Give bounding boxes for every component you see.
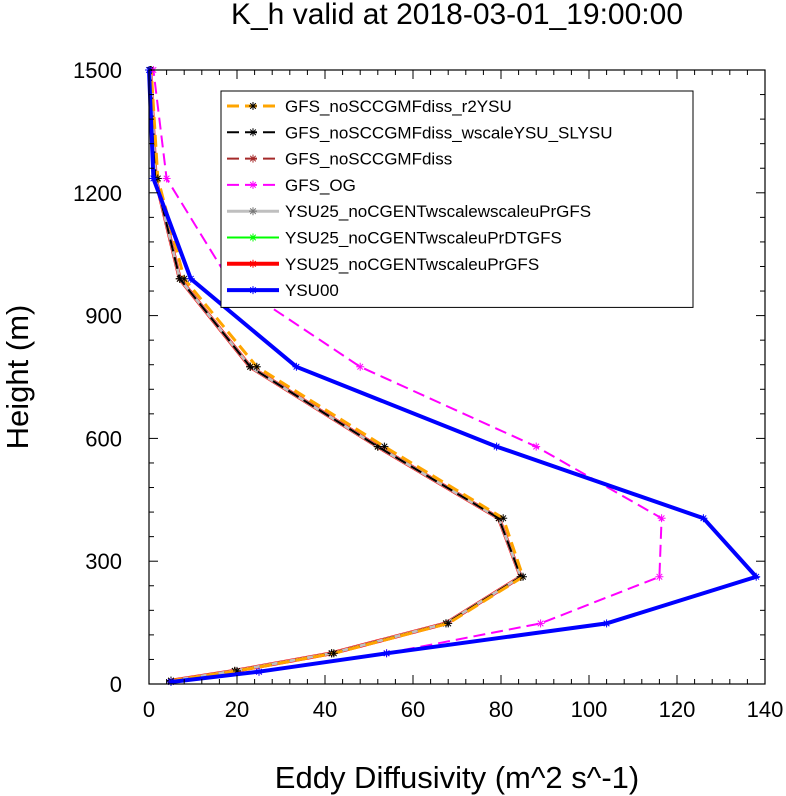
legend-label-ysu25-nocgentwscaleuprgfs: YSU25_noCGENTwscaleuPrGFS <box>285 255 539 274</box>
series-marker-ysu00 <box>699 514 708 523</box>
legend-marker-ysu25-nocgentwscaleuprgfs <box>249 259 257 268</box>
legend-marker-gfs-nosccgmfdiss-wscaleysu-slysu <box>249 128 257 137</box>
legend-label-ysu25-nocgentwscalewscaleuprgfs: YSU25_noCGENTwscalewscaleuPrGFS <box>285 202 591 221</box>
y-axis-label: Height (m) <box>0 305 35 450</box>
x-tick-label: 100 <box>571 697 608 722</box>
series-marker-gfs-nosccgmfdiss-r2ysu <box>329 649 338 658</box>
x-axis-label: Eddy Diffusivity (m^2 s^-1) <box>275 760 639 795</box>
series-marker-gfs-nosccgmfdiss-r2ysu <box>180 274 189 283</box>
y-tick-label: 1500 <box>73 58 122 83</box>
x-tick-label: 120 <box>659 697 696 722</box>
series-marker-ysu00 <box>602 619 611 628</box>
legend-marker-gfs-nosccgmfdiss <box>249 154 257 163</box>
series-marker-gfs-og <box>655 572 664 581</box>
series-marker-gfs-og <box>657 514 666 523</box>
series-marker-gfs-og <box>356 362 365 371</box>
y-tick-label: 300 <box>85 549 122 574</box>
legend-label-gfs-nosccgmfdiss-r2ysu: GFS_noSCCGMFdiss_r2YSU <box>285 97 512 116</box>
plot-frame <box>148 69 766 685</box>
x-tick-label: 140 <box>747 697 784 722</box>
y-tick-label: 1200 <box>73 181 122 206</box>
series-marker-gfs-nosccgmfdiss-r2ysu <box>380 442 389 451</box>
x-tick-label: 0 <box>143 697 155 722</box>
x-tick-label: 60 <box>401 697 425 722</box>
legend: GFS_noSCCGMFdiss_r2YSU GFS_noSCCGMFdiss_w… <box>220 90 694 308</box>
chart-title: K_h valid at 2018-03-01_19:00:00 <box>231 0 683 31</box>
y-tick-label: 0 <box>110 672 122 697</box>
ticks-layer: 0 20 40 60 80 100 120 140 0 300 600 900 1200 1500 <box>73 58 783 722</box>
legend-marker-ysu00 <box>249 286 257 295</box>
series-marker-gfs-og <box>532 442 541 451</box>
series-marker-gfs-og <box>162 174 171 183</box>
series-marker-ysu00 <box>167 677 175 686</box>
legend-box <box>220 90 694 308</box>
series-marker-ysu00 <box>382 649 391 658</box>
x-tick-label: 40 <box>313 697 337 722</box>
x-tick-label: 80 <box>489 697 513 722</box>
series-marker-gfs-nosccgmfdiss-r2ysu <box>519 572 527 581</box>
series-marker-gfs-nosccgmfdiss-r2ysu <box>499 514 508 523</box>
legend-marker-gfs-nosccgmfdiss-r2ysu <box>249 102 257 110</box>
series-marker-ysu00 <box>255 667 263 676</box>
legend-label-ysu25-nocgentwscaleuprdtgfs: YSU25_noCGENTwscaleuPrDTGFS <box>285 229 562 248</box>
series-marker-ysu00 <box>149 174 158 183</box>
legend-marker-ysu25-nocgentwscaleuprdtgfs <box>249 233 257 242</box>
x-tick-label: 20 <box>225 697 249 722</box>
series-layer <box>145 66 761 686</box>
legend-label-gfs-nosccgmfdiss-wscaleysu-slysu: GFS_noSCCGMFdiss_wscaleYSU_SLYSU <box>285 123 613 142</box>
series-marker-gfs-og <box>536 619 545 628</box>
series-marker-gfs-nosccgmfdiss-r2ysu <box>444 619 453 628</box>
series-marker-ysu00 <box>492 442 501 451</box>
series-marker-ysu00 <box>186 274 195 283</box>
legend-label-ysu00: YSU00 <box>285 281 339 300</box>
y-tick-label: 900 <box>85 304 122 329</box>
series-marker-ysu00 <box>292 362 301 371</box>
series-marker-ysu00 <box>752 572 761 581</box>
legend-label-gfs-nosccgmfdiss: GFS_noSCCGMFdiss <box>285 150 452 169</box>
y-tick-label: 600 <box>85 426 122 451</box>
series-marker-gfs-nosccgmfdiss-r2ysu <box>252 362 261 371</box>
legend-label-gfs-og: GFS_OG <box>285 176 356 195</box>
legend-marker-gfs-og <box>249 180 257 189</box>
legend-marker-ysu25-nocgentwscalewscaleuprgfs <box>249 207 257 216</box>
